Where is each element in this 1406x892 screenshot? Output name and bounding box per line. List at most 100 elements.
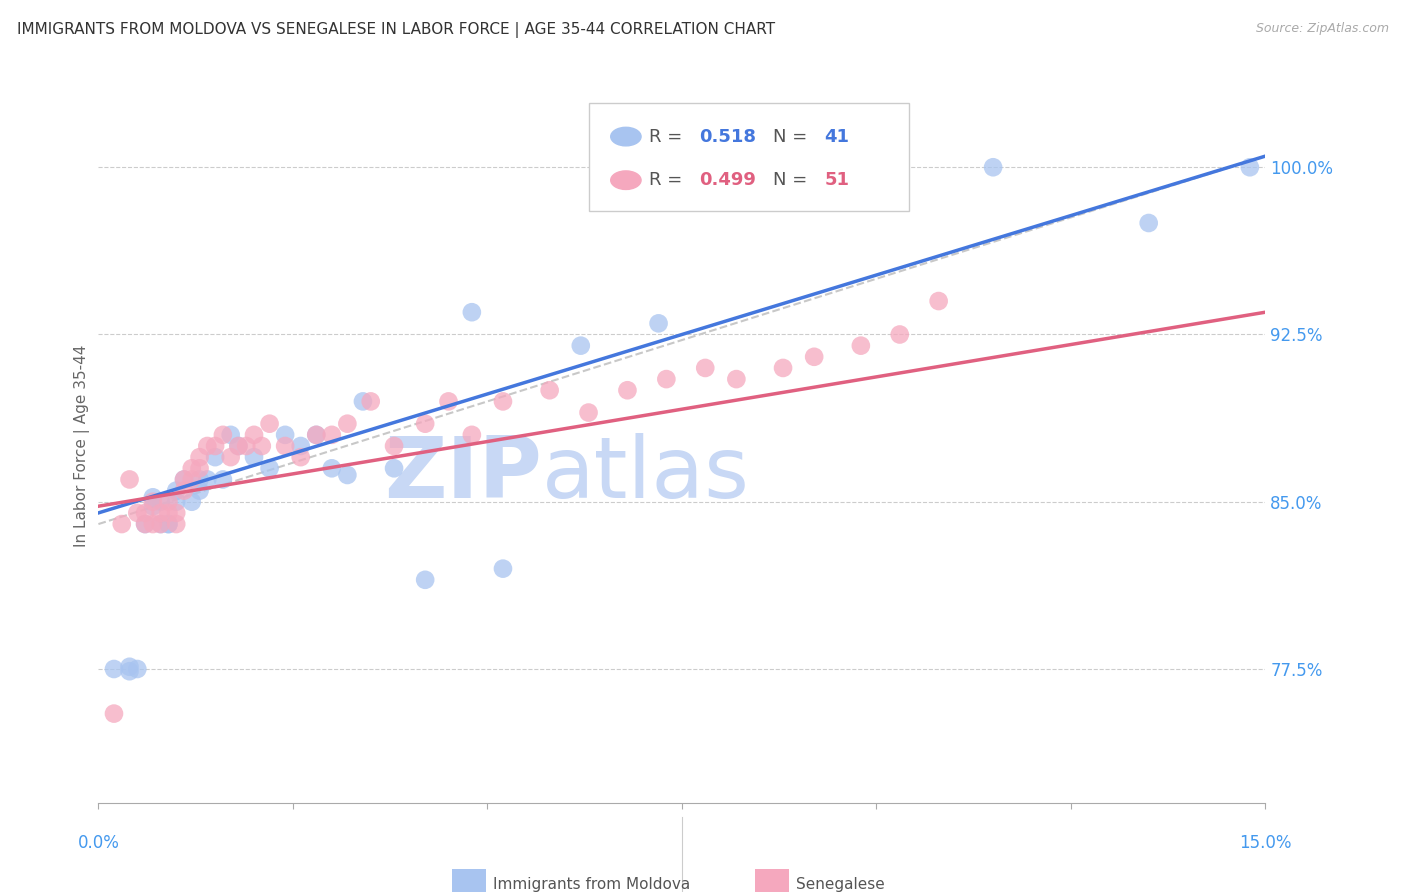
Point — [352, 394, 374, 409]
Point — [134, 516, 156, 531]
Point — [695, 360, 717, 375]
Text: atlas: atlas — [541, 433, 749, 516]
Point — [111, 516, 134, 531]
Text: 0.0%: 0.0% — [77, 834, 120, 852]
Point — [142, 499, 165, 513]
Point — [889, 327, 911, 342]
Point — [981, 160, 1004, 174]
Text: 0.499: 0.499 — [699, 171, 756, 189]
Point — [157, 494, 180, 508]
Point — [413, 417, 436, 431]
Point — [134, 506, 156, 520]
Point — [243, 427, 266, 442]
Point — [461, 427, 484, 442]
Point — [228, 439, 250, 453]
Point — [188, 461, 211, 475]
Point — [157, 516, 180, 531]
Text: R =: R = — [650, 171, 688, 189]
Text: 41: 41 — [824, 128, 849, 145]
Point — [1239, 160, 1261, 174]
Point — [188, 483, 211, 498]
Point — [725, 372, 748, 386]
Point — [235, 439, 257, 453]
Point — [290, 439, 312, 453]
Point — [118, 659, 141, 673]
Text: Immigrants from Moldova: Immigrants from Moldova — [494, 878, 690, 892]
Text: ZIP: ZIP — [384, 433, 541, 516]
Point — [103, 706, 125, 721]
Point — [305, 427, 328, 442]
Point — [865, 160, 887, 174]
Point — [173, 483, 195, 498]
Point — [212, 472, 235, 486]
Point — [305, 427, 328, 442]
Point — [274, 439, 297, 453]
Point — [259, 461, 281, 475]
Text: 51: 51 — [824, 171, 849, 189]
Circle shape — [610, 128, 641, 146]
FancyBboxPatch shape — [755, 869, 789, 892]
Point — [321, 461, 343, 475]
Point — [437, 394, 460, 409]
Point — [772, 360, 794, 375]
Point — [127, 506, 149, 520]
Point — [134, 516, 156, 531]
Point — [219, 450, 242, 464]
Point — [165, 516, 187, 531]
Text: N =: N = — [773, 128, 813, 145]
Point — [173, 472, 195, 486]
Text: R =: R = — [650, 128, 688, 145]
Point — [157, 516, 180, 531]
Point — [413, 573, 436, 587]
Point — [321, 427, 343, 442]
Point — [243, 450, 266, 464]
Point — [165, 494, 187, 508]
Point — [569, 338, 592, 352]
Point — [180, 472, 202, 486]
Text: 15.0%: 15.0% — [1239, 834, 1292, 852]
Point — [127, 662, 149, 676]
Text: Senegalese: Senegalese — [796, 878, 884, 892]
Point — [336, 467, 359, 482]
Point — [118, 664, 141, 678]
Point — [149, 494, 172, 508]
Point — [142, 494, 165, 508]
Point — [360, 394, 382, 409]
Point — [219, 427, 242, 442]
Point — [142, 516, 165, 531]
Point — [149, 516, 172, 531]
Point — [259, 417, 281, 431]
Text: 0.518: 0.518 — [699, 128, 756, 145]
Point — [787, 160, 810, 174]
Point — [188, 472, 211, 486]
Point — [118, 472, 141, 486]
Point — [149, 506, 172, 520]
Point — [188, 450, 211, 464]
Point — [103, 662, 125, 676]
Point — [204, 450, 226, 464]
Point — [180, 461, 202, 475]
FancyBboxPatch shape — [451, 869, 486, 892]
Point — [149, 516, 172, 531]
Point — [173, 472, 195, 486]
Point — [492, 561, 515, 575]
Text: N =: N = — [773, 171, 813, 189]
Y-axis label: In Labor Force | Age 35-44: In Labor Force | Age 35-44 — [75, 345, 90, 547]
Point — [195, 439, 218, 453]
Point — [461, 305, 484, 319]
Point — [492, 394, 515, 409]
Point — [290, 450, 312, 464]
Point — [382, 461, 405, 475]
Point — [849, 338, 872, 352]
Text: IMMIGRANTS FROM MOLDOVA VS SENEGALESE IN LABOR FORCE | AGE 35-44 CORRELATION CHA: IMMIGRANTS FROM MOLDOVA VS SENEGALESE IN… — [17, 22, 775, 38]
Text: Source: ZipAtlas.com: Source: ZipAtlas.com — [1256, 22, 1389, 36]
Point — [578, 405, 600, 419]
Point — [616, 383, 638, 397]
Point — [165, 483, 187, 498]
Point — [336, 417, 359, 431]
Point — [165, 506, 187, 520]
Point — [655, 372, 678, 386]
Circle shape — [610, 171, 641, 189]
Point — [274, 427, 297, 442]
Point — [803, 350, 825, 364]
